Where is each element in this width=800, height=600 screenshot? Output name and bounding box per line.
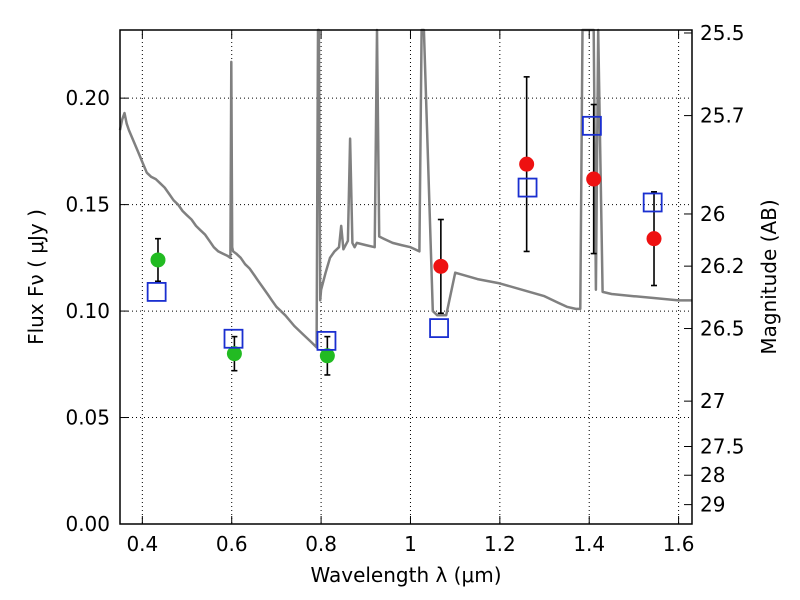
model-square-marker	[582, 115, 602, 136]
y2-tick-label: 25.5	[700, 21, 745, 45]
model-spectrum	[118, 28, 692, 349]
observed-point	[586, 171, 602, 187]
observed-point	[319, 348, 335, 364]
y2-tick-label: 26.2	[700, 254, 745, 278]
model-square-marker	[429, 318, 449, 339]
model-spectrum-line	[118, 28, 692, 349]
y2-tick-label: 28	[700, 463, 725, 487]
data-markers	[146, 76, 663, 376]
x-tick-label: 1.2	[484, 532, 516, 556]
x-tick-label: 1	[404, 532, 417, 556]
y-tick-label: 0.05	[65, 406, 110, 430]
model-square-marker	[316, 330, 337, 351]
x-axis-title: Wavelength λ (μm)	[310, 563, 501, 587]
x-tick-label: 0.8	[305, 532, 337, 556]
plot-background	[120, 30, 692, 524]
y-tick-label: 0.00	[65, 512, 110, 536]
model-square-marker	[642, 192, 663, 213]
y2-tick-label: 29	[700, 493, 725, 517]
y-tick-label: 0.15	[65, 193, 110, 217]
y2-tick-label: 26	[700, 202, 725, 226]
x-tick-label: 1.6	[663, 532, 695, 556]
observed-point	[519, 156, 535, 172]
x-tick-label: 0.4	[126, 532, 158, 556]
y2-tick-label: 26.5	[700, 317, 745, 341]
y2-tick-label: 25.7	[700, 104, 745, 128]
plot-frame	[119, 29, 693, 525]
x-tick-label: 0.6	[216, 532, 248, 556]
model-square-marker	[146, 282, 167, 302]
y-tick-label: 0.20	[65, 86, 110, 110]
observed-point	[646, 231, 662, 247]
y2-axis-title: Magnitude (AB)	[757, 199, 781, 354]
observed-point	[433, 258, 449, 274]
model-square-marker	[223, 328, 244, 349]
observed-point	[150, 252, 166, 268]
observed-point	[226, 346, 242, 362]
y2-tick-label: 27	[700, 389, 725, 413]
model-square-marker	[517, 177, 538, 198]
x-tick-label: 1.4	[573, 532, 605, 556]
y-tick-label: 0.10	[65, 299, 110, 323]
y-axis-title: Flux Fν ( μJy )	[24, 209, 48, 345]
axis-ticks: 0.4 0.6 0.8 1 1.2 1.4 1.6 0.00 0.05 0.10 0.15 0.20 2…	[65, 21, 744, 556]
y2-tick-label: 27.5	[700, 434, 745, 458]
